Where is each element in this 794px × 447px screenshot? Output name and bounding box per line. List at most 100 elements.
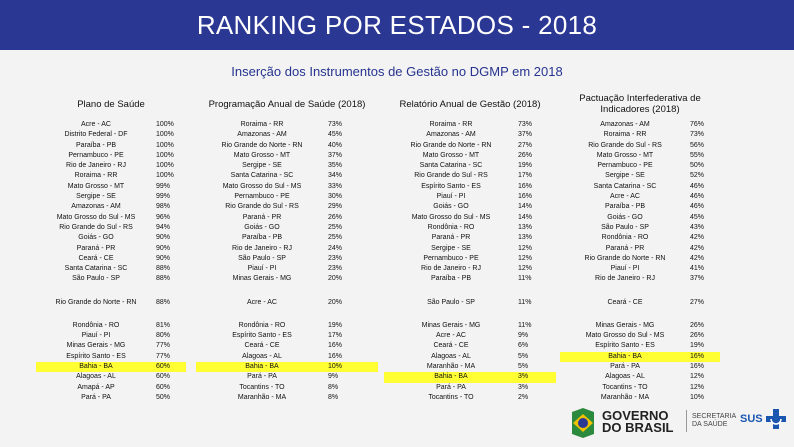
percentage-value: 42% bbox=[690, 244, 705, 252]
ranking-row: Pará - PA 50% bbox=[36, 393, 186, 403]
state-name: Sergipe - SE bbox=[431, 244, 471, 252]
state-name: São Paulo - SP bbox=[601, 223, 649, 231]
percentage-value: 3% bbox=[518, 383, 529, 391]
percentage-value: 27% bbox=[518, 141, 533, 149]
percentage-value: 27% bbox=[690, 298, 705, 306]
ranking-row: Santa Catarina - SC 46% bbox=[560, 182, 720, 192]
state-name: Pará - PA bbox=[81, 393, 111, 401]
ranking-row: Pará - PA 9% bbox=[196, 372, 378, 382]
ranking-row: Alagoas - AL 5% bbox=[384, 352, 556, 362]
state-name: Ceará - CE bbox=[433, 342, 469, 350]
footer bbox=[0, 400, 794, 447]
ranking-row: Maranhão - MA 8% bbox=[196, 393, 378, 403]
percentage-value: 26% bbox=[518, 151, 533, 159]
ranking-row: Mato Grosso do Sul - MS 14% bbox=[384, 213, 556, 223]
percentage-value: 77% bbox=[156, 342, 171, 350]
ranking-row: Maranhão - MA 5% bbox=[384, 362, 556, 372]
ranking-row: São Paulo - SP 11% bbox=[384, 294, 556, 312]
percentage-value: 26% bbox=[690, 332, 705, 340]
percentage-value: 90% bbox=[156, 244, 171, 252]
ranking-row: Minas Gerais - MG 77% bbox=[36, 341, 186, 351]
state-name: Maranhão - MA bbox=[237, 393, 287, 401]
state-name: Bahia - BA bbox=[245, 362, 279, 370]
state-name: Espírito Santo - ES bbox=[421, 182, 481, 190]
percentage-value: 26% bbox=[690, 321, 705, 329]
percentage-value: 37% bbox=[328, 151, 343, 159]
ranking-row: Tocantins - TO 8% bbox=[196, 383, 378, 393]
percentage-value: 9% bbox=[328, 373, 339, 381]
state-name: Minas Gerais - MG bbox=[232, 275, 292, 283]
ranking-row: Roraima - RR 73% bbox=[560, 130, 720, 140]
percentage-value: 99% bbox=[156, 182, 171, 190]
ranking-row: Espírito Santo - ES 77% bbox=[36, 352, 186, 362]
percentage-value: 33% bbox=[328, 182, 343, 190]
state-name: Rio Grande do Sul - RS bbox=[225, 203, 299, 211]
state-name: Roraima - RR bbox=[74, 172, 118, 180]
group-gap bbox=[384, 312, 556, 321]
ranking-row: Rio Grande do Norte - RN 42% bbox=[560, 254, 720, 264]
state-name: Ceará - CE bbox=[78, 254, 114, 262]
state-name: Roraima - RR bbox=[429, 121, 473, 128]
ranking-row: Rio Grande do Sul - RS 56% bbox=[560, 141, 720, 151]
state-name: Paraná - PR bbox=[605, 244, 645, 252]
column-plano-de-saude: Plano de Saúde Acre - AC 100% Distrito Fed… bbox=[36, 88, 186, 424]
state-name: Goiás - GO bbox=[244, 223, 280, 231]
percentage-value: 88% bbox=[156, 265, 171, 273]
ranking-row: Mato Grosso - MT 26% bbox=[384, 151, 556, 161]
state-name: Rio Grande do Sul - RS bbox=[588, 141, 662, 149]
state-name: Rondônia - RO bbox=[601, 234, 649, 242]
percentage-value: 50% bbox=[690, 162, 705, 170]
ranking-row: Rio Grande do Norte - RN 40% bbox=[196, 141, 378, 151]
state-name: Amazonas - AM bbox=[426, 131, 476, 139]
percentage-value: 8% bbox=[328, 393, 339, 401]
state-name: Pará - PA bbox=[247, 373, 277, 381]
ranking-row: Sergipe - SE 35% bbox=[196, 161, 378, 171]
percentage-value: 16% bbox=[518, 182, 533, 190]
percentage-value: 40% bbox=[328, 141, 343, 149]
percentage-value: 10% bbox=[328, 362, 343, 370]
group-gap bbox=[36, 285, 186, 294]
ranking-row: Goiás - GO 90% bbox=[36, 233, 186, 243]
ranking-list: Roraima - RR 73% Amazonas - AM 37% Rio Grand… bbox=[384, 120, 556, 424]
percentage-value: 45% bbox=[690, 213, 705, 221]
ranking-row: Pernambuco - PE 50% bbox=[560, 161, 720, 171]
brasil-flag-icon bbox=[572, 408, 594, 438]
percentage-value: 60% bbox=[156, 373, 171, 381]
state-name: Mato Grosso - MT bbox=[67, 182, 125, 190]
ranking-row: Santa Catarina - SC 34% bbox=[196, 171, 378, 181]
ranking-row: Rondônia - RO 81% bbox=[36, 321, 186, 331]
ranking-row: Rio Grande do Norte - RN 27% bbox=[384, 141, 556, 151]
state-name: Rio de Janeiro - RJ bbox=[421, 265, 481, 273]
state-name: Santa Catarina - SC bbox=[64, 265, 128, 273]
state-name: Minas Gerais - MG bbox=[66, 342, 126, 350]
percentage-value: 8% bbox=[328, 383, 339, 391]
ranking-row: Rio Grande do Norte - RN 88% bbox=[36, 294, 186, 312]
column-header: Relatório Anual de Gestão (2018) bbox=[399, 98, 541, 110]
governo-do-brasil-logo: GOVERNO DO BRASIL bbox=[602, 408, 674, 434]
ranking-row: Rio Grande do Sul - RS 29% bbox=[196, 202, 378, 212]
percentage-value: 100% bbox=[156, 121, 174, 128]
percentage-value: 12% bbox=[690, 383, 705, 391]
percentage-value: 90% bbox=[156, 234, 171, 242]
state-name: Acre - AC bbox=[247, 298, 277, 306]
ranking-row: Paraná - PR 26% bbox=[196, 213, 378, 223]
percentage-value: 88% bbox=[156, 298, 171, 306]
gov-line1: GOVERNO bbox=[602, 408, 669, 423]
state-name: Alagoas - AL bbox=[76, 373, 116, 381]
sus-cross-icon bbox=[765, 409, 786, 429]
ranking-row: Rio Grande do Sul - RS 94% bbox=[36, 223, 186, 233]
state-name: Piauí - PI bbox=[436, 193, 466, 201]
logo-divider bbox=[686, 410, 687, 432]
ranking-row: Rio de Janeiro - RJ 12% bbox=[384, 264, 556, 274]
state-name: Tocantins - TO bbox=[239, 383, 285, 391]
state-name: Acre - AC bbox=[81, 121, 111, 128]
percentage-value: 42% bbox=[690, 234, 705, 242]
state-name: São Paulo - SP bbox=[427, 298, 475, 306]
percentage-value: 17% bbox=[328, 332, 343, 340]
ranking-row: Espírito Santo - ES 19% bbox=[560, 341, 720, 351]
column-programacao-anual: Programação Anual de Saúde (2018) Roraim… bbox=[196, 88, 378, 424]
percentage-value: 11% bbox=[518, 298, 532, 306]
column-header: Programação Anual de Saúde (2018) bbox=[208, 98, 366, 110]
column-header: Pactuação Interfederativa de Indicadores… bbox=[579, 93, 701, 115]
state-name: Alagoas - AL bbox=[605, 373, 645, 381]
